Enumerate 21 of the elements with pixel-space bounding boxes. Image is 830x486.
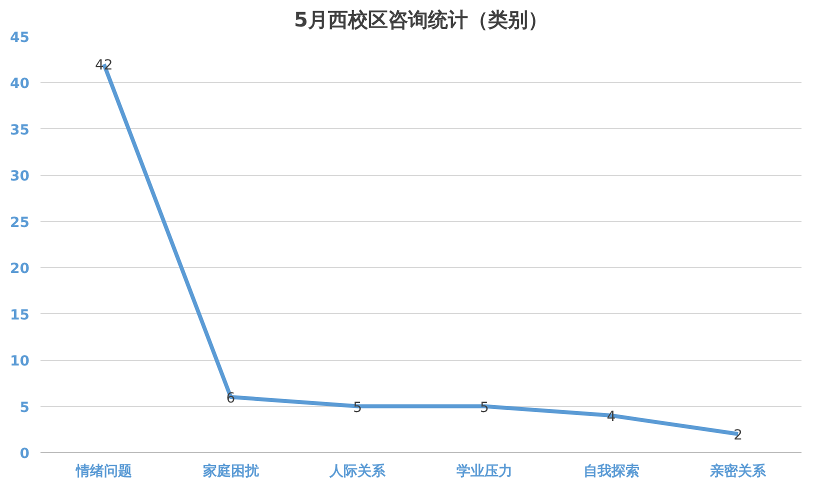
y-tick-label: 5 bbox=[20, 400, 30, 416]
data-label: 5 bbox=[353, 400, 362, 416]
data-label: 42 bbox=[95, 58, 113, 74]
y-tick-label: 25 bbox=[10, 214, 30, 231]
x-tick-label: 人际关系 bbox=[328, 462, 387, 480]
y-tick-label: 15 bbox=[10, 307, 30, 324]
x-tick-label: 自我探索 bbox=[583, 464, 640, 480]
y-tick-label: 10 bbox=[10, 354, 30, 370]
y-tick-label: 30 bbox=[10, 168, 30, 185]
x-tick-label: 学业压力 bbox=[456, 464, 512, 480]
data-label: 2 bbox=[734, 428, 743, 444]
y-tick-label: 40 bbox=[10, 76, 30, 92]
chart-title: 5月西校区咨询统计（类别） bbox=[294, 8, 548, 32]
data-label: 5 bbox=[480, 400, 489, 416]
y-tick-label: 0 bbox=[20, 446, 30, 462]
y-tick-label: 35 bbox=[10, 122, 30, 138]
y-tick-label: 20 bbox=[10, 261, 30, 278]
x-tick-label: 亲密关系 bbox=[709, 462, 768, 480]
y-tick-label: 45 bbox=[10, 30, 30, 46]
x-tick-label: 情绪问题 bbox=[74, 464, 132, 480]
x-tick-label: 家庭困扰 bbox=[202, 462, 260, 480]
